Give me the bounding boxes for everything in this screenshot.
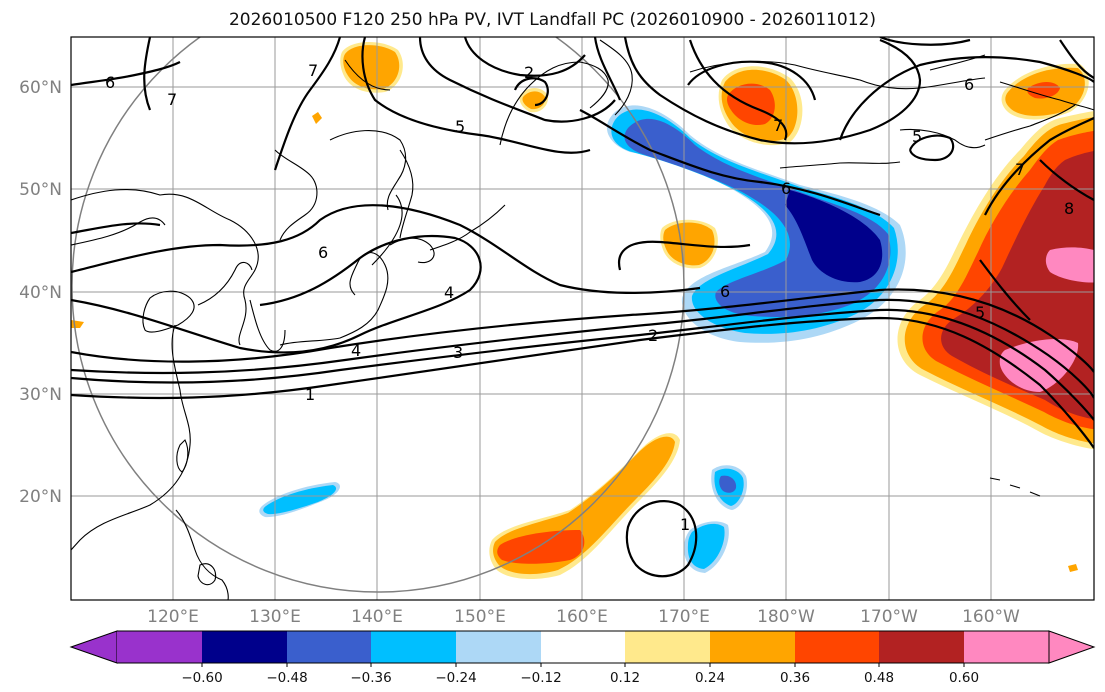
lat-label: 60°N xyxy=(19,78,62,98)
lon-label: 150°E xyxy=(454,607,506,627)
contour-label: 1 xyxy=(680,515,690,534)
lon-label: 140°E xyxy=(351,607,403,627)
lon-label: 160°E xyxy=(556,607,608,627)
positive-ivt-shading xyxy=(71,41,1094,580)
colorbar-tick: 0.60 xyxy=(949,670,979,686)
contour-label: 7 xyxy=(773,116,783,135)
contour-label: 1 xyxy=(305,385,315,404)
landfall-radius-circle xyxy=(71,37,685,593)
map-panel xyxy=(71,37,1094,600)
contour-label: 3 xyxy=(453,343,463,362)
lon-label: 170°W xyxy=(860,607,918,627)
colorbar-tick: −0.24 xyxy=(435,670,476,686)
plot-title: 2026010500 F120 250 hPa PV, IVT Landfall… xyxy=(228,10,876,30)
contour-label: 6 xyxy=(964,75,974,94)
contour-label: 6 xyxy=(720,282,730,301)
colorbar-tick: 0.48 xyxy=(864,670,894,686)
colorbar-cell xyxy=(879,631,964,663)
colorbar: −0.60 −0.48 −0.36 −0.24 −0.12 0.12 0.24 … xyxy=(69,630,1096,686)
longitude-labels: 120°E 130°E 140°E 150°E 160°E 170°E 180°… xyxy=(147,607,1020,627)
latitude-labels: 60°N 50°N 40°N 30°N 20°N xyxy=(19,78,62,507)
colorbar-tick: −0.12 xyxy=(520,670,561,686)
colorbar-tick: −0.60 xyxy=(181,670,222,686)
contour-label: 7 xyxy=(1015,160,1025,179)
contour-label: 4 xyxy=(444,283,454,302)
pv-contours xyxy=(71,37,1094,578)
map-frame xyxy=(70,36,1095,601)
colorbar-tick: 0.12 xyxy=(610,670,640,686)
contour-label: 6 xyxy=(318,243,328,262)
lat-label: 40°N xyxy=(19,283,62,303)
lat-label: 20°N xyxy=(19,487,62,507)
colorbar-tick: −0.36 xyxy=(350,670,391,686)
lon-label: 160°W xyxy=(962,607,1020,627)
contour-label: 6 xyxy=(781,179,791,198)
contour-label: 4 xyxy=(351,341,361,360)
colorbar-cell xyxy=(287,631,372,663)
colorbar-cell xyxy=(456,631,541,663)
pv-contour-labels: 1 2 3 4 4 5 5 5 6 6 6 6 6 7 7 7 7 8 2 1 xyxy=(105,61,1074,534)
lon-label: 180°W xyxy=(757,607,815,627)
colorbar-cell xyxy=(541,631,625,663)
contour-label: 5 xyxy=(975,303,985,322)
contour-label: 2 xyxy=(524,63,534,82)
lat-label: 30°N xyxy=(19,385,62,405)
contour-label: 2 xyxy=(648,326,658,345)
colorbar-cell xyxy=(202,631,287,663)
colorbar-cell xyxy=(795,631,879,663)
lat-label: 50°N xyxy=(19,180,62,200)
lon-label: 130°E xyxy=(249,607,301,627)
colorbar-cell xyxy=(625,631,710,663)
contour-label: 8 xyxy=(1064,199,1074,218)
colorbar-cell xyxy=(1048,630,1096,664)
colorbar-cell xyxy=(371,631,456,663)
contour-label: 5 xyxy=(455,117,465,136)
graticule xyxy=(71,37,1094,600)
colorbar-tick: 0.24 xyxy=(695,670,725,686)
lon-label: 120°E xyxy=(147,607,199,627)
colorbar-cell xyxy=(964,631,1049,663)
colorbar-cell xyxy=(710,631,795,663)
colorbar-tick: −0.48 xyxy=(266,670,307,686)
colorbar-cell xyxy=(69,630,118,664)
contour-label: 6 xyxy=(105,73,115,92)
coastlines xyxy=(71,39,1094,600)
colorbar-tick: 0.36 xyxy=(780,670,810,686)
contour-label: 7 xyxy=(167,90,177,109)
lon-label: 170°E xyxy=(658,607,710,627)
contour-label: 7 xyxy=(308,61,318,80)
colorbar-cell xyxy=(117,631,202,663)
contour-label: 5 xyxy=(912,127,922,146)
